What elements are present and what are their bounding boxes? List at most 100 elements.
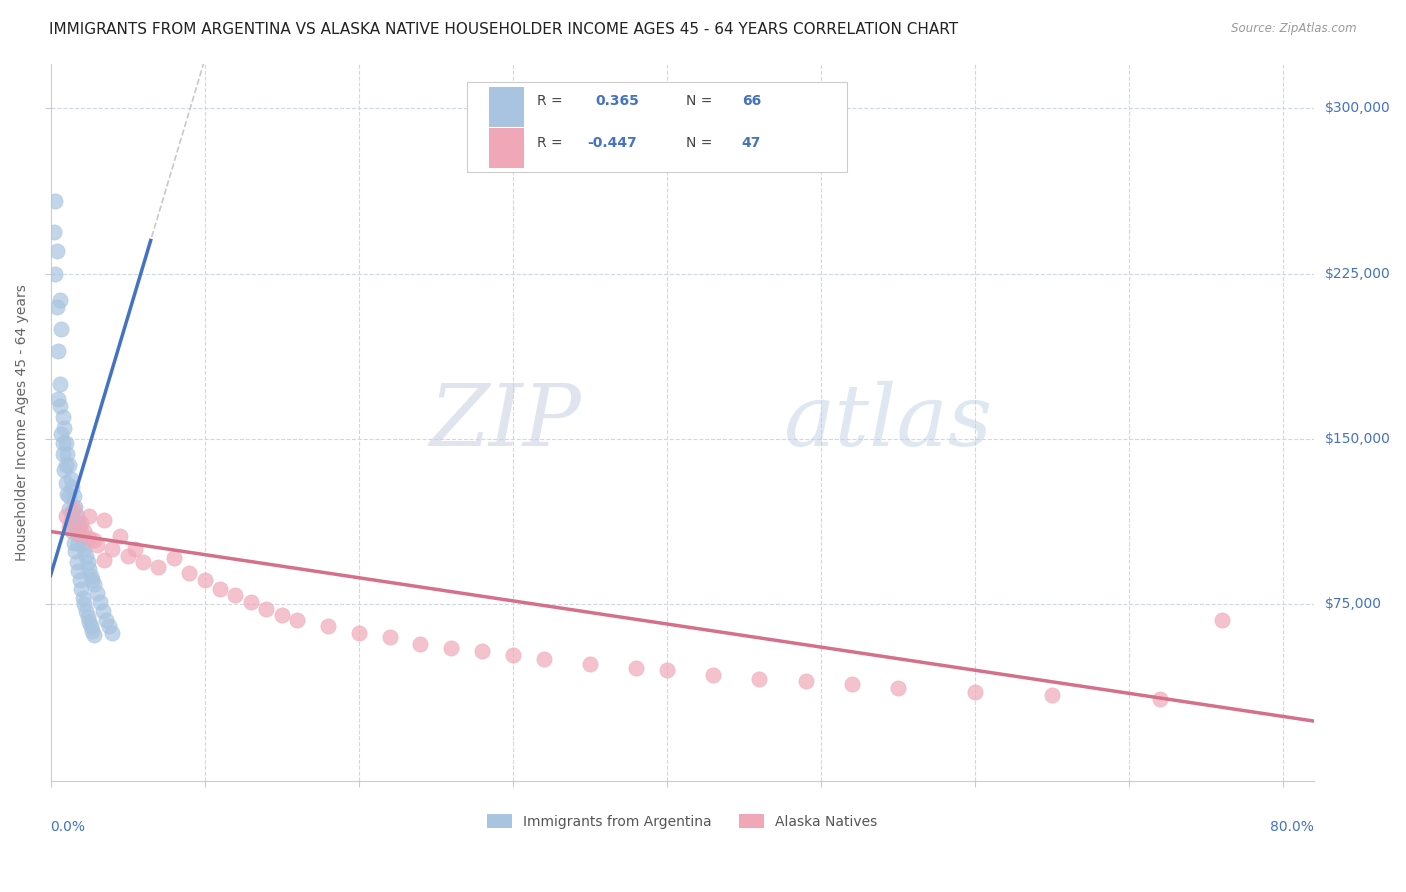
Point — [75, 604, 97, 618]
Point — [77, 562, 100, 576]
Point — [148, 559, 170, 574]
Point — [55, 458, 77, 473]
Point — [285, 613, 308, 627]
Point — [63, 500, 86, 515]
Point — [66, 509, 89, 524]
Point — [70, 582, 93, 596]
Point — [60, 524, 83, 539]
Point — [63, 544, 86, 558]
Point — [45, 300, 67, 314]
Point — [132, 555, 155, 569]
Point — [49, 293, 72, 307]
Text: N =: N = — [686, 95, 717, 109]
Point — [82, 624, 104, 638]
Text: atlas: atlas — [783, 381, 993, 464]
Point — [270, 608, 292, 623]
Point — [51, 427, 73, 442]
Point — [55, 509, 77, 524]
Point — [72, 591, 94, 605]
Point — [794, 674, 817, 689]
Point — [62, 502, 84, 516]
Point — [83, 533, 105, 548]
Point — [46, 343, 69, 358]
Point — [208, 582, 231, 596]
Point — [49, 399, 72, 413]
Point — [316, 619, 339, 633]
Point — [79, 619, 101, 633]
Point — [53, 463, 76, 477]
Point — [77, 615, 100, 629]
Point — [1211, 613, 1233, 627]
Point — [56, 487, 79, 501]
Text: R =: R = — [537, 136, 567, 150]
Point — [1149, 692, 1171, 706]
Point — [124, 542, 146, 557]
Point — [89, 595, 111, 609]
Point — [76, 610, 98, 624]
Point — [67, 526, 90, 541]
Text: 0.365: 0.365 — [595, 95, 638, 109]
Text: Source: ZipAtlas.com: Source: ZipAtlas.com — [1232, 22, 1357, 36]
FancyBboxPatch shape — [467, 82, 846, 171]
Point — [655, 664, 678, 678]
Point — [239, 595, 262, 609]
Point — [51, 321, 73, 335]
Point — [378, 630, 401, 644]
Point — [98, 619, 121, 633]
Point — [44, 267, 66, 281]
Point — [46, 392, 69, 407]
Point — [93, 513, 115, 527]
Point — [91, 604, 114, 618]
Point — [624, 661, 647, 675]
Point — [58, 520, 80, 534]
Point — [108, 529, 131, 543]
Point — [502, 648, 524, 662]
Legend: Immigrants from Argentina, Alaska Natives: Immigrants from Argentina, Alaska Native… — [481, 809, 883, 835]
Point — [44, 194, 66, 208]
Point — [75, 549, 97, 563]
Point — [533, 652, 555, 666]
Text: 66: 66 — [741, 95, 761, 109]
Point — [72, 535, 94, 549]
Point — [70, 516, 93, 530]
Point — [347, 626, 370, 640]
Point — [67, 535, 90, 549]
Point — [67, 564, 90, 578]
Point — [83, 628, 105, 642]
Point — [62, 535, 84, 549]
Point — [748, 672, 770, 686]
Point — [101, 542, 124, 557]
Point — [62, 489, 84, 503]
Text: $225,000: $225,000 — [1324, 267, 1391, 280]
Point — [579, 657, 602, 671]
Point — [58, 489, 80, 503]
Point — [45, 244, 67, 259]
Text: 80.0%: 80.0% — [1270, 820, 1315, 834]
Point — [42, 225, 65, 239]
Point — [117, 549, 139, 563]
Point — [254, 601, 277, 615]
Text: IMMIGRANTS FROM ARGENTINA VS ALASKA NATIVE HOUSEHOLDER INCOME AGES 45 - 64 YEARS: IMMIGRANTS FROM ARGENTINA VS ALASKA NATI… — [49, 22, 959, 37]
Point — [67, 516, 90, 530]
Point — [101, 626, 124, 640]
Point — [58, 502, 80, 516]
Point — [86, 538, 108, 552]
Point — [52, 409, 75, 424]
Point — [94, 613, 117, 627]
Point — [59, 513, 82, 527]
Point — [82, 573, 104, 587]
Point — [409, 637, 432, 651]
Point — [163, 550, 186, 565]
Point — [63, 520, 86, 534]
Point — [1040, 688, 1063, 702]
Point — [83, 577, 105, 591]
Point — [66, 555, 89, 569]
Point — [471, 643, 494, 657]
Text: $300,000: $300,000 — [1324, 101, 1391, 115]
Point — [224, 589, 246, 603]
Text: 0.0%: 0.0% — [51, 820, 86, 834]
Text: -0.447: -0.447 — [588, 136, 637, 150]
Point — [179, 566, 201, 581]
Point — [55, 436, 77, 450]
Text: ZIP: ZIP — [429, 381, 581, 464]
